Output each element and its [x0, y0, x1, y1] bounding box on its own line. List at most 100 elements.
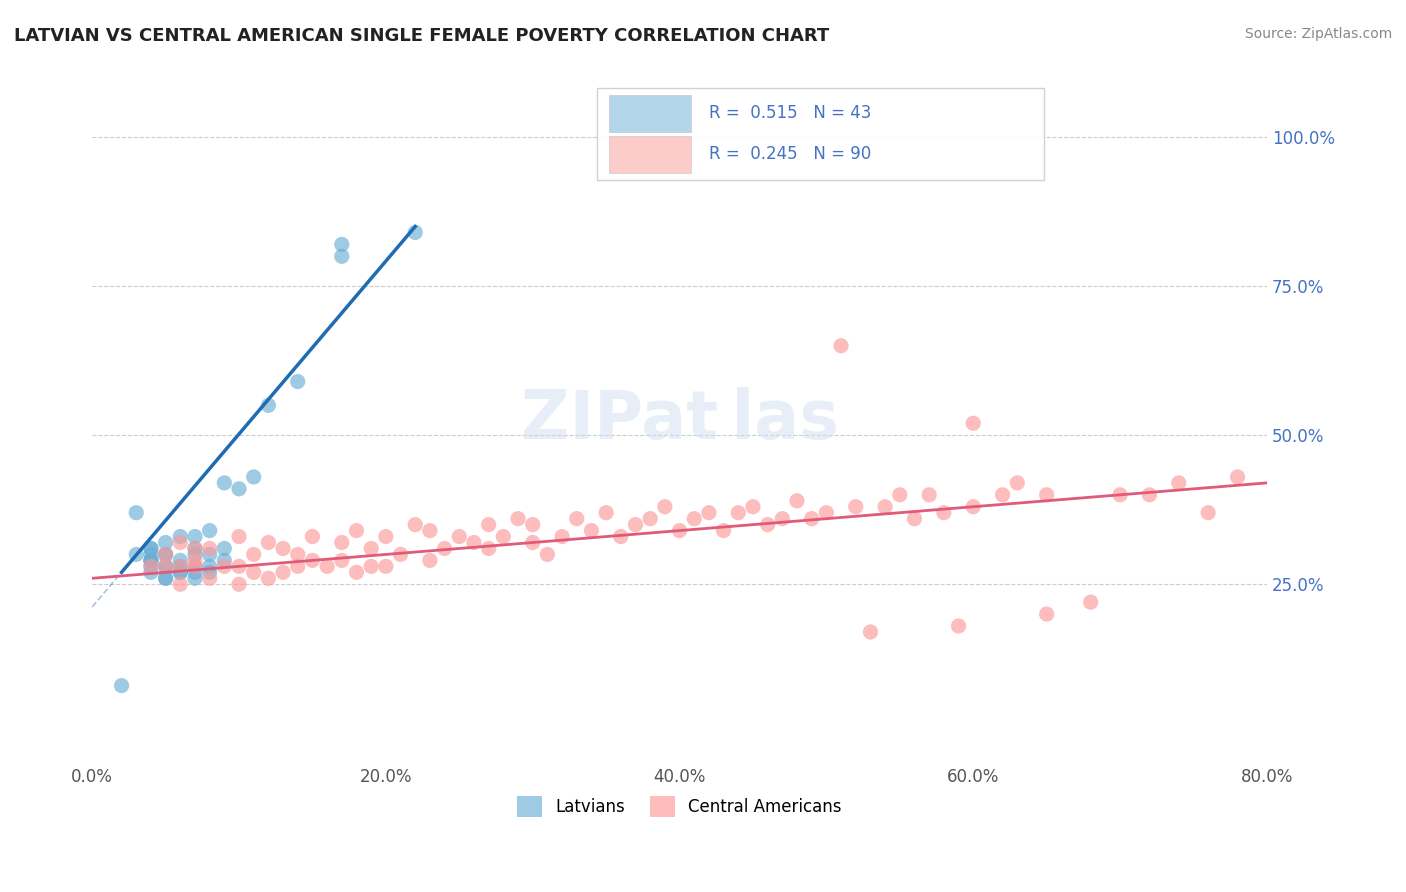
Point: [139, 553, 162, 567]
Point: [756, 517, 779, 532]
Point: [330, 535, 353, 549]
Point: [346, 566, 368, 580]
FancyBboxPatch shape: [598, 87, 1043, 180]
Point: [301, 530, 323, 544]
Point: [139, 553, 162, 567]
Point: [214, 541, 236, 556]
Point: [1139, 488, 1161, 502]
Point: [374, 559, 396, 574]
Point: [638, 511, 661, 525]
Point: [198, 571, 221, 585]
Point: [536, 548, 558, 562]
Point: [155, 548, 177, 562]
Point: [198, 566, 221, 580]
Point: [932, 506, 955, 520]
Point: [139, 566, 162, 580]
Point: [962, 417, 984, 431]
Point: [139, 548, 162, 562]
Point: [419, 524, 441, 538]
Point: [169, 559, 191, 574]
Point: [257, 571, 280, 585]
Point: [581, 524, 603, 538]
Point: [875, 500, 897, 514]
FancyBboxPatch shape: [609, 95, 692, 132]
Point: [522, 535, 544, 549]
Point: [155, 559, 177, 574]
Point: [800, 511, 823, 525]
Point: [449, 530, 471, 544]
Point: [624, 517, 647, 532]
Point: [830, 339, 852, 353]
Point: [330, 249, 353, 263]
Point: [595, 506, 617, 520]
Point: [492, 530, 515, 544]
Point: [155, 548, 177, 562]
Point: [198, 559, 221, 574]
Point: [184, 571, 207, 585]
Point: [1197, 506, 1219, 520]
Point: [214, 553, 236, 567]
Point: [478, 541, 501, 556]
Point: [214, 475, 236, 490]
Point: [1007, 475, 1029, 490]
Point: [242, 548, 264, 562]
Point: [463, 535, 485, 549]
Point: [522, 517, 544, 532]
Point: [155, 548, 177, 562]
Point: [360, 541, 382, 556]
Point: [1080, 595, 1102, 609]
Point: [404, 517, 426, 532]
Text: LATVIAN VS CENTRAL AMERICAN SINGLE FEMALE POVERTY CORRELATION CHART: LATVIAN VS CENTRAL AMERICAN SINGLE FEMAL…: [14, 27, 830, 45]
Point: [139, 541, 162, 556]
Point: [169, 566, 191, 580]
Point: [242, 470, 264, 484]
Point: [786, 493, 808, 508]
Text: Source: ZipAtlas.com: Source: ZipAtlas.com: [1244, 27, 1392, 41]
Point: [184, 548, 207, 562]
Point: [228, 530, 250, 544]
Point: [419, 553, 441, 567]
Text: ZIPat las: ZIPat las: [520, 387, 838, 453]
Point: [110, 679, 132, 693]
Point: [374, 530, 396, 544]
Point: [301, 553, 323, 567]
Point: [169, 559, 191, 574]
Point: [1226, 470, 1249, 484]
Point: [155, 535, 177, 549]
Point: [770, 511, 793, 525]
Point: [139, 559, 162, 574]
Point: [845, 500, 868, 514]
Point: [214, 559, 236, 574]
Point: [433, 541, 456, 556]
Point: [271, 541, 294, 556]
Point: [713, 524, 735, 538]
Point: [169, 566, 191, 580]
Point: [889, 488, 911, 502]
Point: [551, 530, 574, 544]
Point: [198, 548, 221, 562]
Point: [242, 566, 264, 580]
Point: [668, 524, 690, 538]
Point: [360, 559, 382, 574]
Point: [859, 624, 882, 639]
Point: [139, 553, 162, 567]
Point: [184, 541, 207, 556]
Point: [257, 535, 280, 549]
Point: [389, 548, 412, 562]
Point: [1035, 607, 1057, 621]
Point: [139, 559, 162, 574]
Point: [404, 226, 426, 240]
Text: R =  0.515   N = 43: R = 0.515 N = 43: [709, 104, 872, 122]
Point: [287, 559, 309, 574]
Point: [727, 506, 749, 520]
Point: [903, 511, 925, 525]
Point: [184, 566, 207, 580]
Point: [125, 548, 148, 562]
Point: [228, 482, 250, 496]
Point: [169, 530, 191, 544]
Point: [962, 500, 984, 514]
Point: [198, 524, 221, 538]
Point: [257, 398, 280, 412]
Point: [228, 559, 250, 574]
Point: [654, 500, 676, 514]
